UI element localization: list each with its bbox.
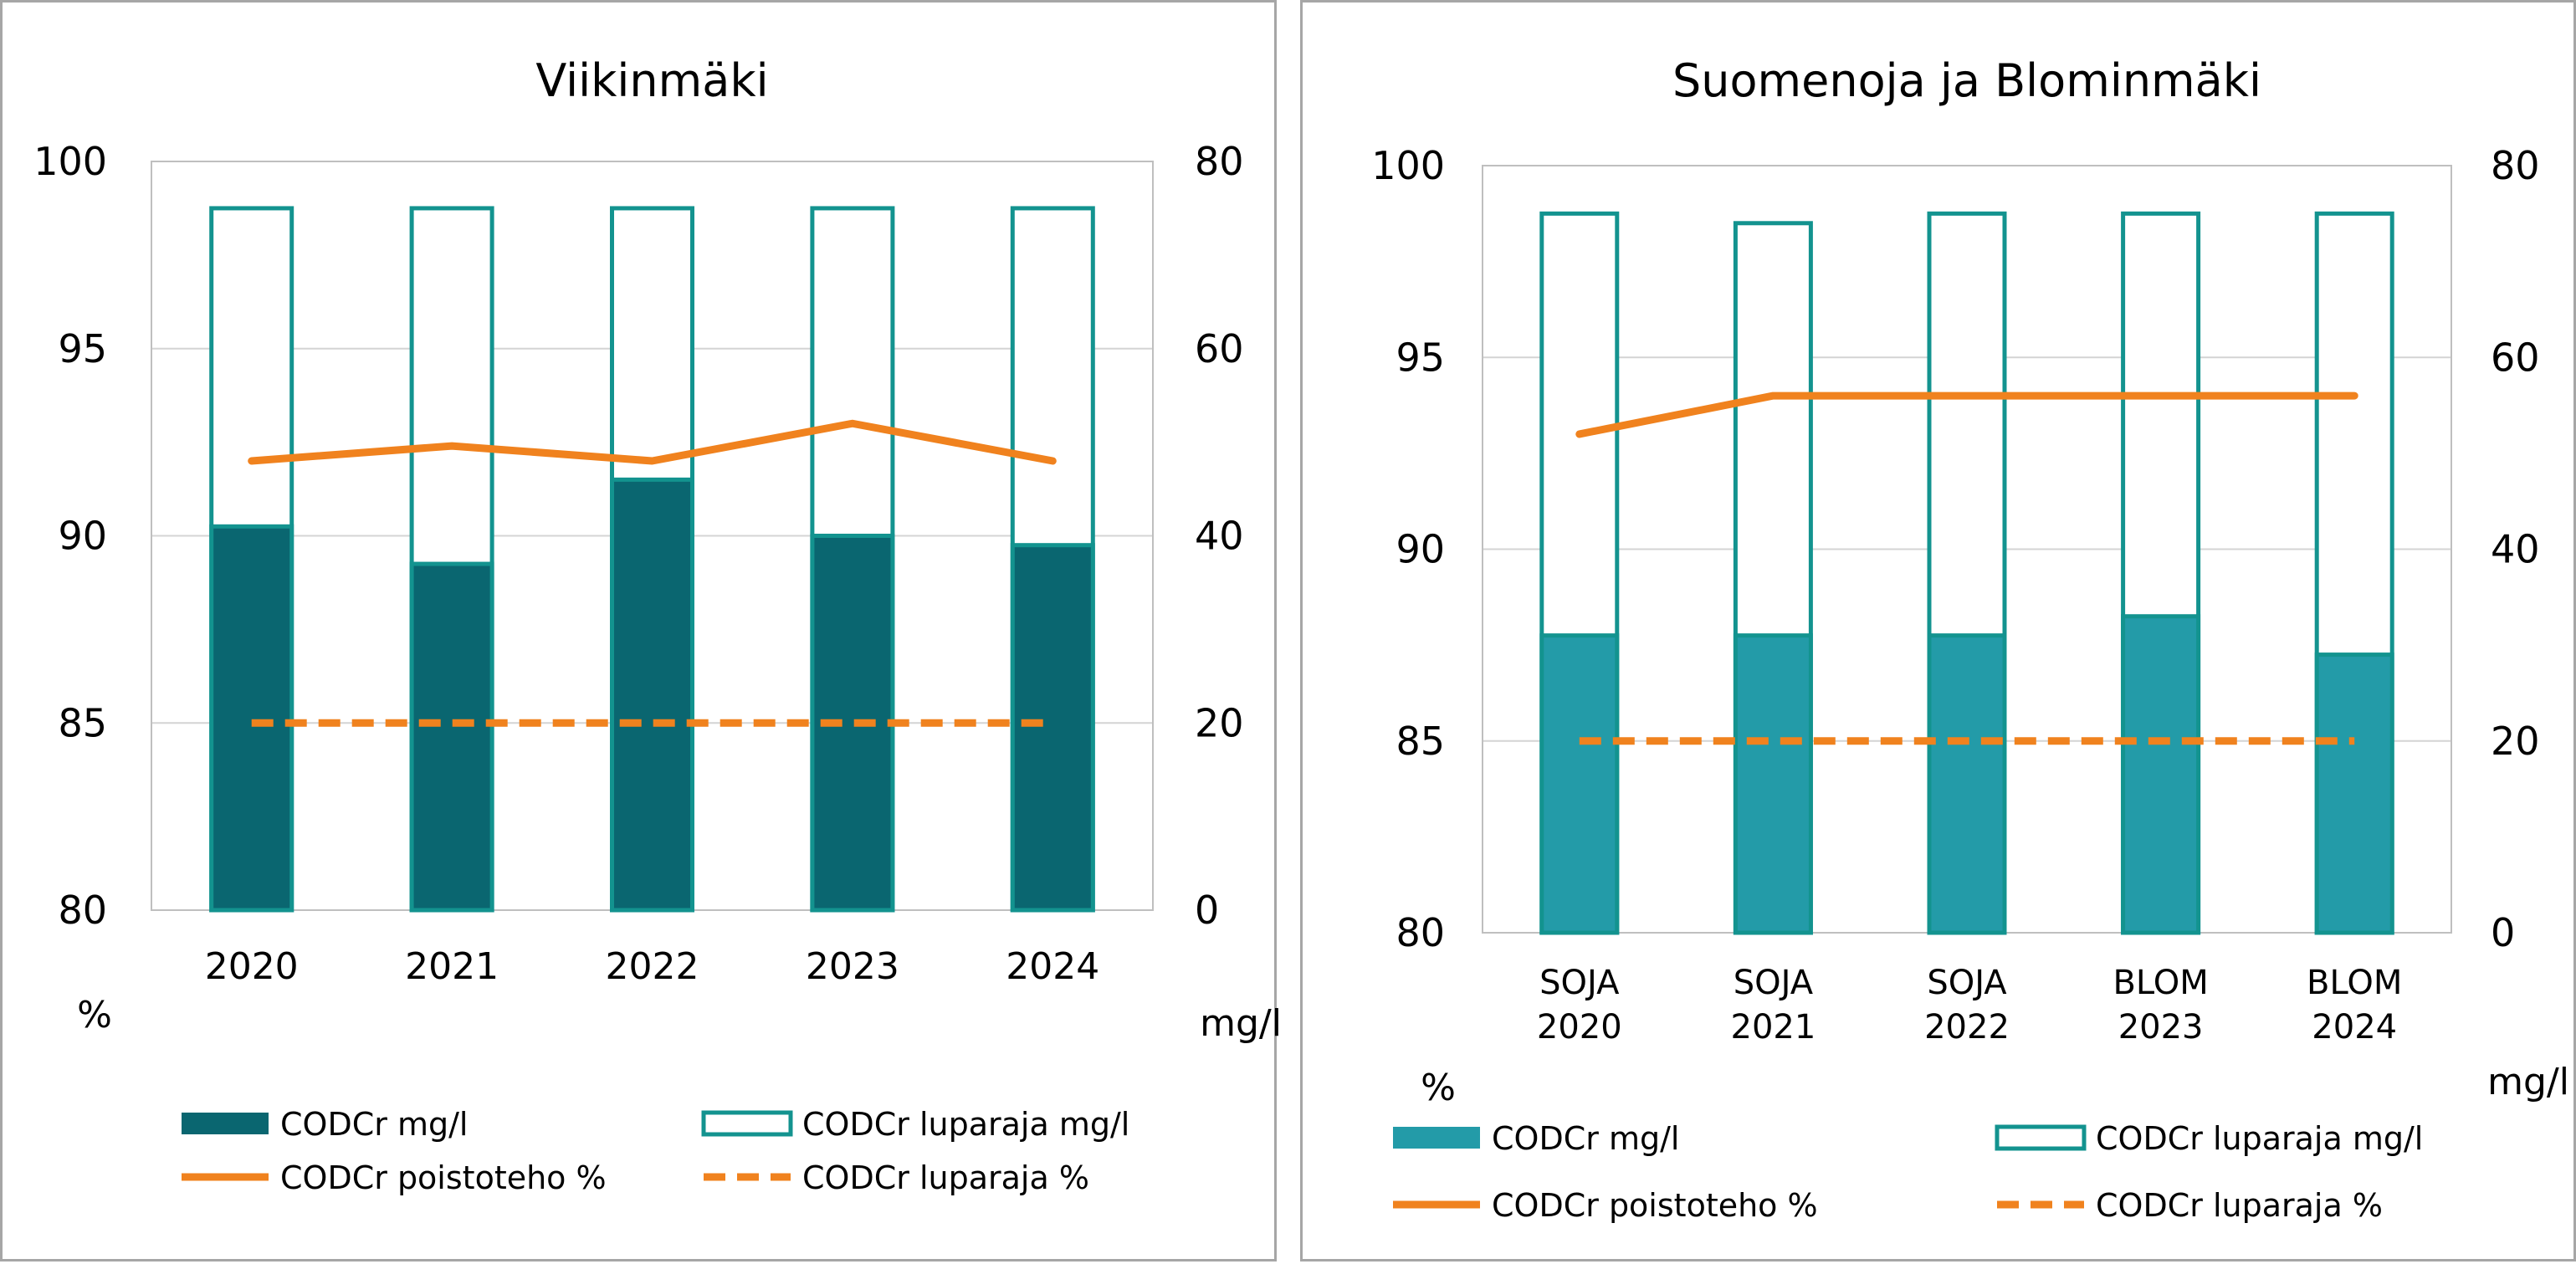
bar-codcr-value	[409, 561, 494, 913]
legend-swatch-outline	[1995, 1124, 2087, 1151]
category-label: 2023	[806, 945, 899, 988]
bar-codcr-value	[209, 524, 294, 913]
line-poistoteho	[1575, 391, 2358, 438]
left-axis-tick-label: 100	[33, 139, 107, 184]
bar-codcr-value	[1010, 543, 1095, 913]
category-label: 2024	[1006, 945, 1099, 988]
left-axis-tick-label: 90	[58, 514, 107, 559]
left-axis-unit-label: %	[77, 994, 112, 1036]
left-axis-tick-label: 80	[1396, 910, 1445, 955]
bar-codcr-value	[610, 477, 694, 913]
legend-label: CODCr luparaja mg/l	[802, 1106, 1129, 1143]
right-axis-unit-label: mg/l	[1200, 1002, 1279, 1045]
category-label: 2022	[1924, 1008, 2010, 1047]
category-label: 2021	[1731, 1008, 1816, 1047]
category-label: SOJA	[1539, 964, 1620, 1002]
bar-codcr-value	[2121, 614, 2201, 935]
right-axis-tick-label: 40	[2491, 527, 2540, 572]
category-label: 2020	[205, 945, 299, 988]
category-label: SOJA	[1927, 964, 2007, 1002]
line-poistoteho	[248, 419, 1057, 465]
category-label: 2021	[405, 945, 499, 988]
chart-panel-suomenoja-blominmaki: Suomenoja ja Blominmäki 80 85 90 95 100 0 20 40 6…	[1300, 0, 2576, 1261]
bar-codcr-value	[1539, 633, 1620, 935]
right-axis-tick-label: 60	[1195, 326, 1244, 371]
legend-label: CODCr luparaja %	[2096, 1187, 2383, 1224]
right-axis-tick-label: 80	[2491, 143, 2540, 188]
right-axis-unit-label: mg/l	[2487, 1061, 2569, 1103]
right-axis-tick-label: 80	[1195, 139, 1244, 184]
legend-label: CODCr poistoteho %	[1492, 1187, 1818, 1224]
category-label: 2024	[2312, 1008, 2397, 1047]
right-axis-tick-label: 20	[1195, 700, 1244, 745]
left-axis-tick-label: 95	[58, 326, 107, 371]
legend-label: CODCr mg/l	[1492, 1120, 1679, 1157]
right-axis-tick-label: 0	[2491, 910, 2515, 955]
legend-label: CODCr poistoteho %	[280, 1159, 607, 1196]
left-axis-tick-label: 90	[1396, 527, 1445, 572]
right-axis-tick-label: 60	[2491, 335, 2540, 380]
chart-viikinmaki: Viikinmäki 80 85 90 95 100 0 20 40 60 80 2020 2021 20…	[33, 54, 1279, 1196]
category-label: 2022	[606, 945, 699, 988]
left-axis-tick-label: 100	[1371, 143, 1445, 188]
chart-panel-viikinmaki: Viikinmäki 80 85 90 95 100 0 20 40 60 80 2020 2021 20…	[0, 0, 1279, 1261]
legend-swatch-outline	[701, 1110, 793, 1137]
category-label: 2023	[2118, 1008, 2204, 1047]
legend-label: CODCr luparaja %	[802, 1159, 1089, 1196]
bar-codcr-value	[1927, 633, 2007, 935]
legend-swatch-bar	[1393, 1127, 1480, 1149]
left-axis-unit-label: %	[1421, 1067, 1456, 1109]
chart-suomenoja-blominmaki: Suomenoja ja Blominmäki 80 85 90 95 100 0 20 40 6…	[1371, 54, 2569, 1224]
category-label: SOJA	[1734, 964, 1814, 1002]
right-axis-tick-label: 0	[1195, 888, 1219, 933]
left-axis-tick-label: 85	[1396, 719, 1445, 764]
left-axis-tick-label: 95	[1396, 335, 1445, 380]
legend-label: CODCr mg/l	[280, 1106, 468, 1143]
right-axis-tick-label: 20	[2491, 719, 2540, 764]
bar-codcr-value	[2314, 652, 2394, 935]
category-label: BLOM	[2113, 964, 2208, 1002]
left-axis-tick-label: 85	[58, 700, 107, 745]
right-axis-tick-label: 40	[1195, 514, 1244, 559]
category-label: 2020	[1537, 1008, 1622, 1047]
legend-swatch-bar	[182, 1113, 269, 1134]
legend-label: CODCr luparaja mg/l	[2096, 1120, 2423, 1157]
chart-title: Suomenoja ja Blominmäki	[1672, 54, 2261, 107]
category-label: BLOM	[2307, 964, 2402, 1002]
bar-codcr-value	[1733, 633, 1813, 935]
chart-title: Viikinmäki	[535, 54, 768, 107]
left-axis-tick-label: 80	[58, 888, 107, 933]
